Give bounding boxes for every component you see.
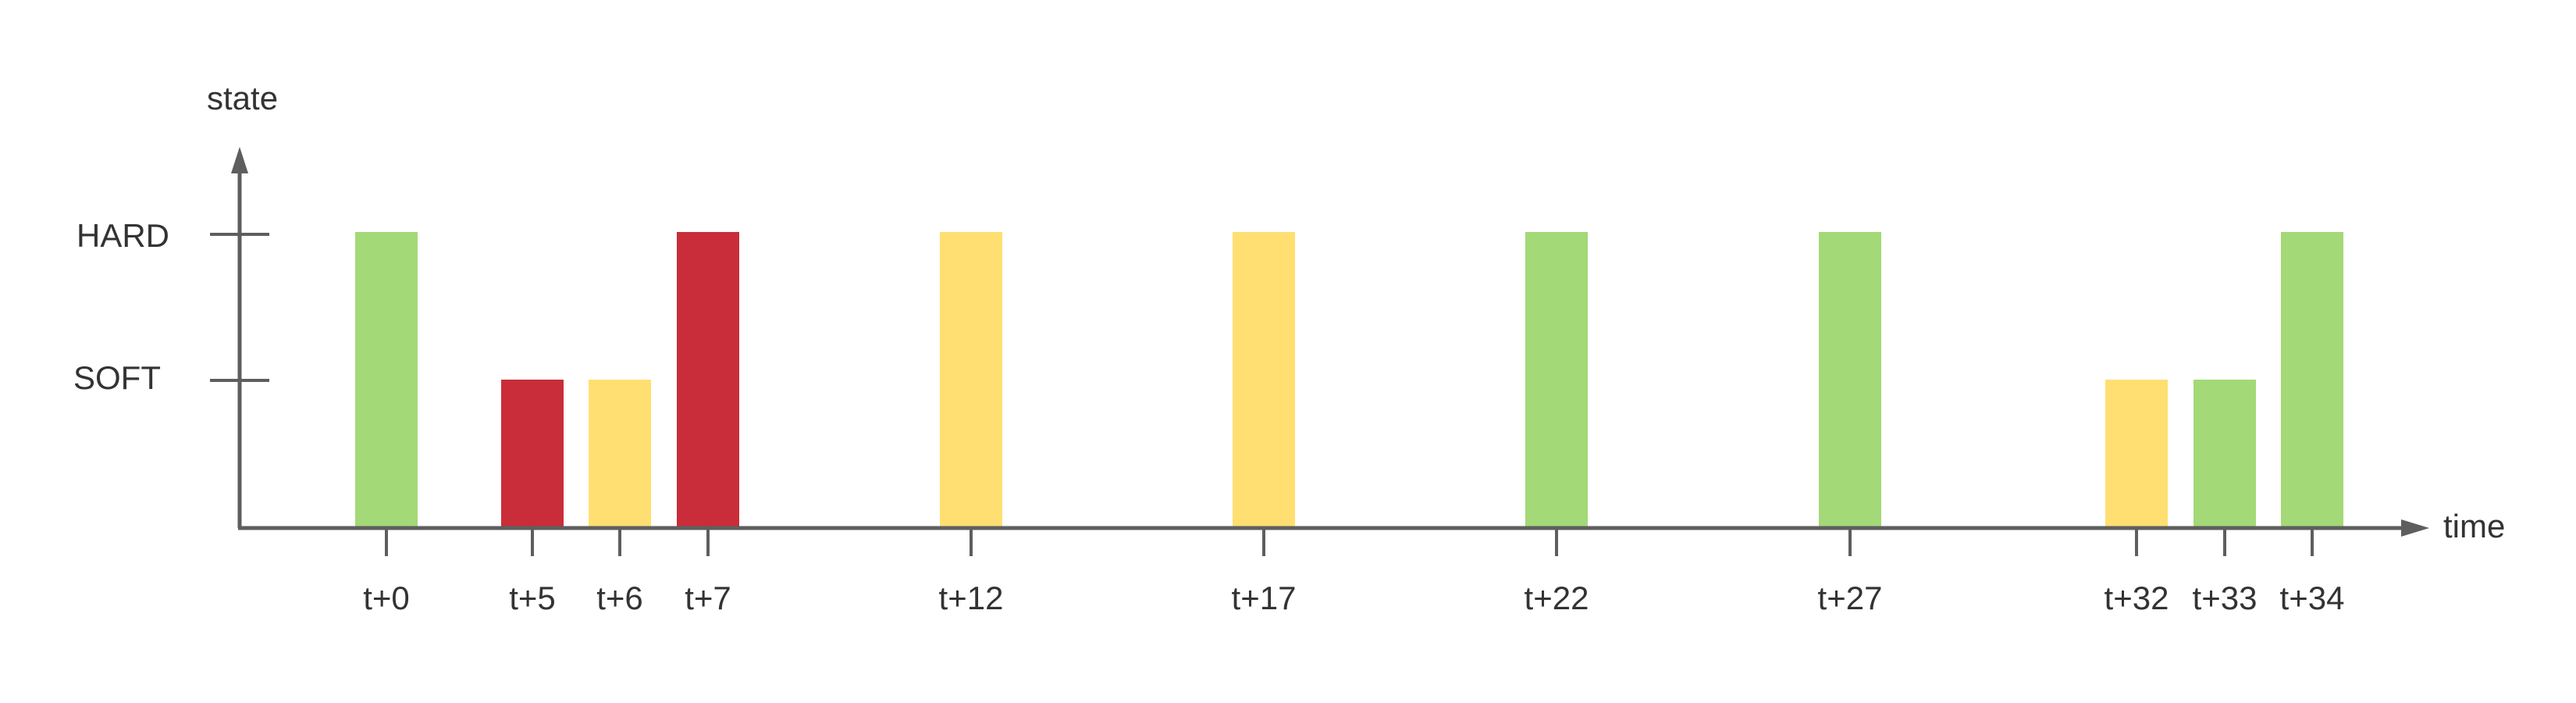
bar-t-plus-0: [355, 232, 418, 530]
x-tick-label: t+32: [2105, 580, 2169, 616]
x-ticks: t+0 t+5 t+6 t+7 t+12 t+17 t+22 t+27 t+32 t+33 t+34: [363, 528, 2344, 616]
x-tick-label: t+0: [363, 580, 410, 616]
bar-t-plus-7: [677, 232, 739, 530]
bar-t-plus-32: [2105, 380, 2168, 530]
x-tick-label: t+27: [1818, 580, 1883, 616]
bar-t-plus-6: [589, 380, 651, 530]
x-tick-label: t+6: [596, 580, 643, 616]
x-axis-arrow-icon: [2401, 519, 2429, 537]
x-tick-label: t+22: [1525, 580, 1589, 616]
x-axis-label: time: [2443, 508, 2505, 544]
y-axis-label: state: [207, 80, 278, 116]
x-tick-label: t+33: [2193, 580, 2258, 616]
x-tick-label: t+5: [509, 580, 556, 616]
bar-t-plus-27: [1819, 232, 1881, 530]
y-axis-arrow-icon: [231, 147, 248, 173]
bar-t-plus-22: [1525, 232, 1588, 530]
x-tick-label: t+12: [939, 580, 1004, 616]
y-tick-label-soft: SOFT: [73, 359, 161, 396]
bar-t-plus-34: [2281, 232, 2343, 530]
bar-t-plus-17: [1233, 232, 1295, 530]
bars: [355, 232, 2343, 530]
bar-t-plus-12: [940, 232, 1002, 530]
x-tick-label: t+7: [685, 580, 731, 616]
x-tick-label: t+34: [2280, 580, 2345, 616]
y-tick-label-hard: HARD: [76, 217, 169, 254]
bar-t-plus-5: [501, 380, 564, 530]
bar-t-plus-33: [2194, 380, 2256, 530]
x-tick-label: t+17: [1232, 580, 1297, 616]
